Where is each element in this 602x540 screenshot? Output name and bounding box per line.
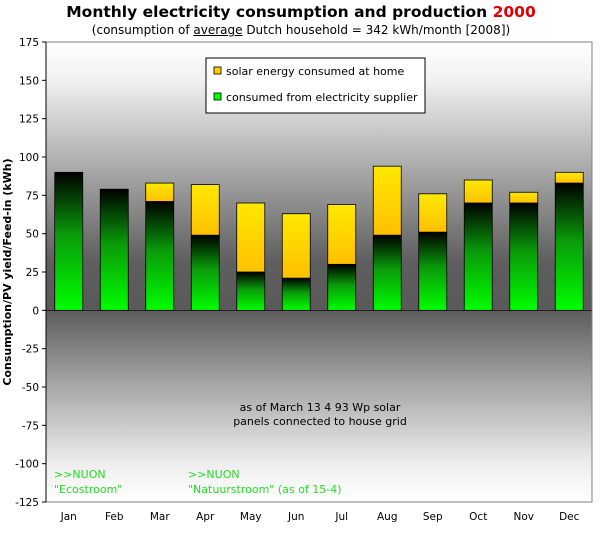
annotation-center-line2: panels connected to house grid bbox=[233, 415, 407, 428]
bar-solar-oct bbox=[463, 179, 493, 204]
y-axis-label: Consumption/PV yield/Feed-in (kWh) bbox=[1, 158, 14, 385]
subtitle-pre: (consumption of bbox=[91, 23, 194, 37]
chart-title-year: 2000 bbox=[492, 3, 536, 21]
bar-supplier-jan bbox=[54, 171, 84, 311]
y-tick-label: 100 bbox=[19, 152, 39, 164]
chart-title: Monthly electricity consumption and prod… bbox=[0, 2, 602, 22]
bar-supplier-mar bbox=[145, 201, 175, 311]
chart-subtitle: (consumption of average Dutch household … bbox=[0, 22, 602, 38]
bar-supplier-may bbox=[236, 271, 266, 311]
bar-supplier-jul bbox=[327, 263, 357, 311]
x-tick-label: Oct bbox=[469, 511, 487, 523]
y-tick-label: 150 bbox=[19, 75, 39, 87]
bar-solar-jul bbox=[327, 204, 357, 265]
x-tick-label: Dec bbox=[559, 511, 580, 523]
y-ticks-group: 175 150 125 100 75 50 25 0 -25 -50 -75 -100 -125 bbox=[15, 37, 46, 509]
x-tick-label: Aug bbox=[377, 511, 398, 523]
bar-supplier-sep bbox=[418, 231, 448, 311]
x-tick-label: Feb bbox=[105, 511, 124, 523]
bar-supplier-oct bbox=[463, 202, 493, 311]
annotation-nuon2-line1: >>NUON bbox=[188, 468, 240, 481]
bar-solar-apr bbox=[190, 184, 220, 236]
bar-solar-mar bbox=[145, 182, 175, 202]
bar-supplier-feb bbox=[99, 188, 129, 311]
bar-solar-may bbox=[236, 202, 266, 273]
x-ticks-group: Jan Feb Mar Apr May Jun Jul Aug Sep Oct Nov Dec bbox=[60, 511, 580, 523]
x-tick-label: Jul bbox=[334, 511, 348, 523]
y-tick-label: 25 bbox=[26, 267, 39, 279]
bar-solar-nov bbox=[509, 191, 539, 204]
annotation-nuon1-line1: >>NUON bbox=[54, 468, 106, 481]
legend-swatch-supplier bbox=[213, 92, 222, 101]
bar-solar-jun bbox=[281, 213, 311, 279]
chart-title-block: Monthly electricity consumption and prod… bbox=[0, 0, 602, 38]
bar-supplier-nov bbox=[509, 202, 539, 311]
y-tick-label: 50 bbox=[26, 229, 39, 241]
bar-supplier-jun bbox=[281, 277, 311, 311]
legend-label-supplier: consumed from electricity supplier bbox=[226, 91, 418, 104]
legend-swatch-solar bbox=[213, 66, 222, 75]
annotation-center-line1: as of March 13 4 93 Wp solar bbox=[240, 401, 401, 414]
y-tick-label: 125 bbox=[19, 114, 39, 126]
bar-supplier-dec bbox=[554, 182, 584, 311]
annotation-nuon2-line2: "Natuurstroom" (as of 15-4) bbox=[188, 483, 341, 496]
bars-group bbox=[46, 165, 592, 311]
y-tick-label: -100 bbox=[15, 459, 39, 471]
annotation-nuon1-line2: "Ecostroom" bbox=[54, 483, 122, 496]
y-tick-label: 75 bbox=[26, 190, 39, 202]
subtitle-post: Dutch household = 342 kWh/month [2008]) bbox=[242, 23, 511, 37]
legend-box bbox=[205, 57, 426, 114]
y-tick-label: 175 bbox=[19, 37, 39, 49]
legend: solar energy consumed at home consumed f… bbox=[205, 57, 426, 114]
bar-solar-sep bbox=[418, 193, 448, 233]
x-tick-label: Nov bbox=[514, 511, 535, 523]
x-tick-label: Sep bbox=[423, 511, 443, 523]
x-tick-label: Jun bbox=[287, 511, 304, 523]
x-tick-label: May bbox=[240, 511, 262, 523]
x-tick-label: Mar bbox=[150, 511, 170, 523]
bar-supplier-apr bbox=[190, 234, 220, 311]
y-tick-label: 0 bbox=[32, 305, 39, 317]
bar-solar-dec bbox=[554, 171, 584, 184]
subtitle-underlined: average bbox=[193, 23, 243, 37]
y-tick-label: -50 bbox=[22, 382, 39, 394]
chart-title-main: Monthly electricity consumption and prod… bbox=[66, 3, 488, 21]
legend-label-solar: solar energy consumed at home bbox=[226, 65, 404, 78]
x-tick-label: Apr bbox=[196, 511, 215, 523]
bar-supplier-aug bbox=[372, 234, 402, 311]
y-tick-label: -125 bbox=[15, 497, 39, 509]
y-tick-label: -25 bbox=[22, 344, 39, 356]
y-tick-label: -75 bbox=[22, 420, 39, 432]
bar-solar-aug bbox=[372, 165, 402, 236]
plot-area bbox=[46, 42, 592, 502]
x-tick-label: Jan bbox=[60, 511, 77, 523]
